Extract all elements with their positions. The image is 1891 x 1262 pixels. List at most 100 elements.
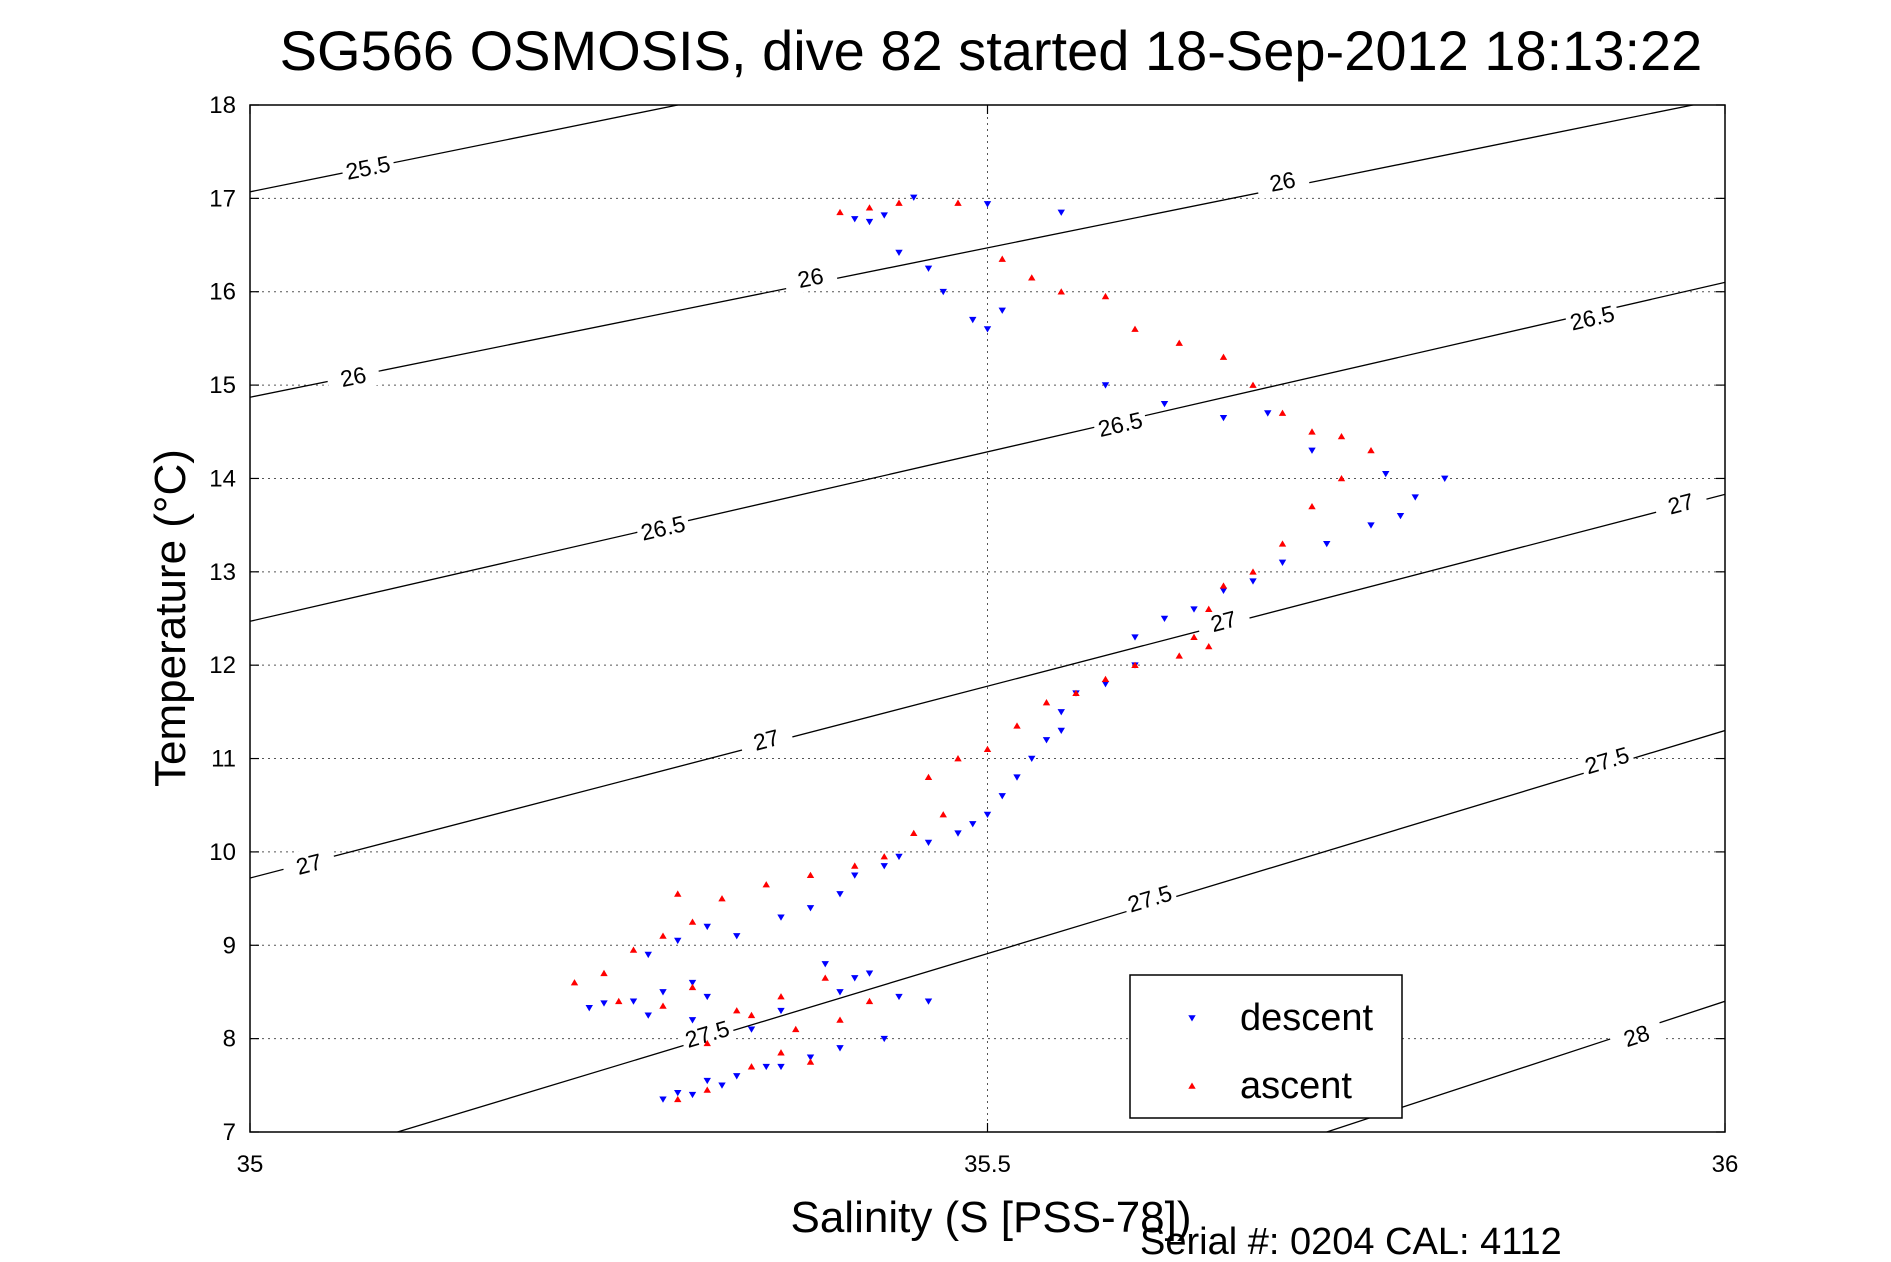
density-contours: 25.526262626.526.526.52727272727.527.527… [250,105,1725,1132]
ascent-point [777,1049,785,1056]
ascent-point [600,969,608,977]
y-tick-label: 16 [209,279,236,306]
ascent-point [570,979,579,986]
descent-point [895,853,903,861]
ascent-point [836,1016,844,1023]
descent-point [600,1000,608,1007]
descent-point [865,218,874,226]
ascent-point [703,1086,711,1093]
descent-point [895,249,903,257]
ascent-point [939,811,947,818]
density-contour-label: 27 [1665,488,1696,520]
density-contour-label-bg [737,718,795,760]
ascent-point [1367,446,1375,454]
descent-point [983,811,992,819]
ascent-point [1028,274,1036,281]
y-tick-label: 8 [223,1026,236,1053]
descent-point [924,998,933,1005]
descent-point [747,1026,756,1033]
density-contour-label-bg [280,842,338,884]
data-points [570,194,1449,1103]
descent-point [924,839,933,847]
y-tick-label: 9 [223,932,236,959]
density-contour-line [250,105,1697,398]
descent-point [983,326,992,333]
ascent-point [718,895,726,902]
descent-point [688,1091,697,1099]
legend-marker-descent [1188,1015,1196,1022]
descent-point [659,989,667,996]
legend-label-descent: descent [1240,997,1374,1039]
legend-marker-descent-glyph [1188,1015,1196,1022]
ascent-point [1249,568,1257,575]
descent-point [1278,559,1287,566]
ascent-point [983,745,992,753]
descent-point [880,1035,888,1043]
density-contour-label-bg [1607,1013,1666,1057]
descent-point [821,961,829,968]
density-contour-label-bg [1651,482,1710,523]
descent-point [762,1063,770,1071]
descent-point [910,194,918,201]
ascent-point [910,829,918,837]
ascent-point [1131,325,1139,332]
descent-point [629,998,638,1005]
descent-point [880,212,888,219]
descent-point [1367,522,1375,529]
descent-point [777,914,785,921]
descent-point [1131,634,1139,641]
descent-point [644,1012,652,1019]
y-tick-label: 12 [209,652,236,679]
ascent-point [629,946,638,953]
ascent-point [1278,409,1287,416]
descent-point [939,288,947,296]
density-contour-line [250,493,1725,879]
descent-point [851,975,859,982]
descent-point [585,1005,593,1012]
ascent-point [1205,605,1213,612]
descent-point [1190,606,1198,613]
ascent-point [1219,582,1228,589]
descent-point [1219,414,1228,422]
ascent-point [1175,339,1183,346]
y-tick-label: 7 [223,1119,236,1146]
ascent-point [836,208,844,216]
chart-title: SG566 OSMOSIS, dive 82 started 18-Sep-20… [280,19,1703,82]
descent-point [1057,709,1065,716]
descent-point [851,872,859,879]
descent-point [806,905,815,912]
y-tick-label: 10 [209,839,236,866]
descent-point [644,951,652,959]
x-tick-label: 35.5 [964,1151,1011,1178]
descent-point [969,316,977,324]
ascent-point [1308,502,1316,510]
descent-point [703,1077,711,1085]
ascent-point [674,1095,682,1103]
ascent-point [954,755,962,762]
descent-point [836,1045,844,1052]
density-contour-line [250,281,1725,622]
density-contour-label: 26 [1267,166,1297,197]
density-contour-label: 27 [1208,605,1239,637]
axis-ticks: 35 35.5 36 7 8 9 10 11 12 13 14 15 16 17 18 [209,92,1738,1178]
descent-point [718,1082,726,1089]
y-tick-label: 13 [209,559,236,586]
descent-point [865,970,874,977]
descent-point [924,265,933,272]
ascent-point [1042,699,1051,706]
ascent-point [703,1039,711,1047]
density-contour-label-bg [634,507,692,547]
ascent-point [688,983,697,991]
ascent-point [792,1025,800,1033]
ascent-point [1219,353,1228,360]
y-tick-label: 15 [209,372,236,399]
y-tick-label: 17 [209,185,236,212]
descent-point [1411,494,1419,501]
descent-point [703,993,711,1001]
ascent-point [880,853,888,860]
x-tick-label: 36 [1712,1151,1739,1178]
ascent-point [659,932,667,939]
ascent-point [1249,381,1257,388]
descent-point [1042,737,1051,744]
density-contour-label-bg [1120,876,1179,919]
